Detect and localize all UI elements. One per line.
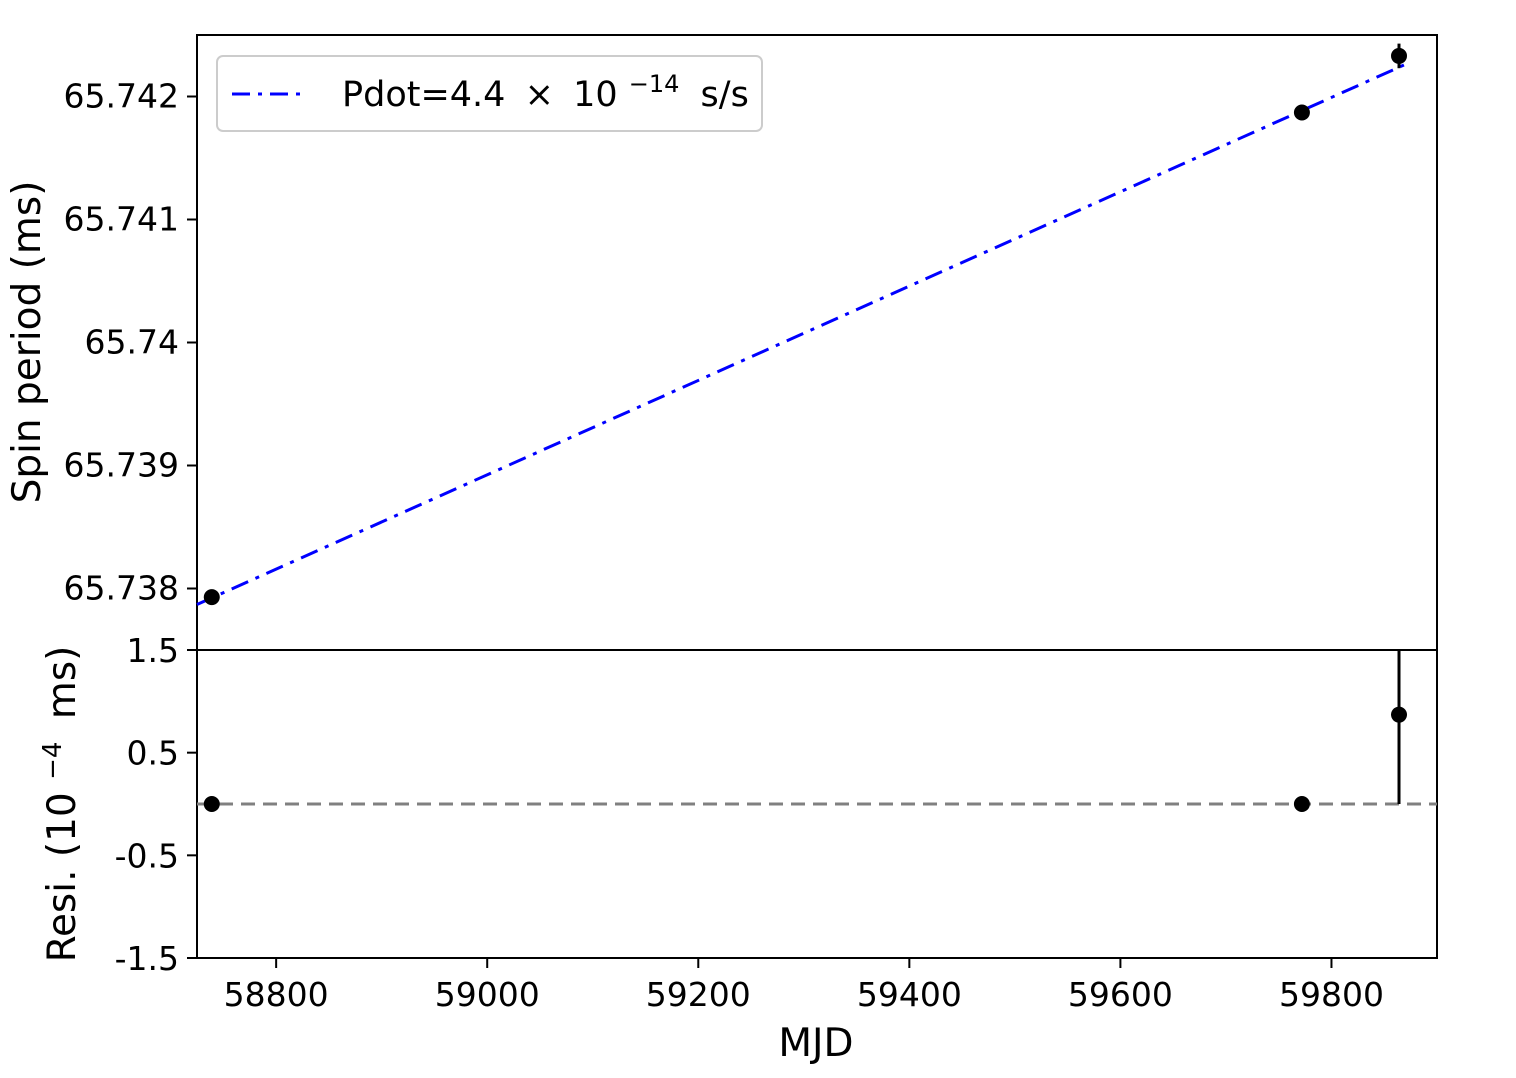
legend-label-unit: s/s	[701, 75, 749, 115]
bottom-y-axis-label: Resi. (10 −4 ms)	[26, 646, 85, 963]
top-y-tick-label: 65.742	[64, 77, 179, 116]
top-y-tick-label: 65.739	[64, 446, 179, 485]
fit-line-group	[196, 60, 1412, 606]
x-tick-label: 59600	[1068, 975, 1173, 1014]
top-data-point	[1293, 104, 1310, 121]
bottom-data-point	[1391, 706, 1408, 723]
legend-label-base: 10	[573, 75, 618, 115]
x-axis-label: MJD	[778, 1021, 853, 1066]
bottom-y-tick-label: -1.5	[115, 939, 179, 978]
legend-box	[216, 55, 763, 132]
bottom-y-tick-label: -0.5	[115, 836, 179, 875]
top-y-tick-label: 65.741	[64, 200, 179, 239]
bottom-y-tick-label: 0.5	[127, 734, 179, 773]
bottom-data-points	[203, 650, 1408, 812]
fit-line	[196, 60, 1412, 606]
top-data-points	[203, 43, 1408, 606]
legend: Pdot=4.4 × 10 −14 s/s	[216, 55, 763, 132]
x-tick-label: 59800	[1279, 975, 1384, 1014]
top-y-tick-label: 65.738	[64, 569, 179, 608]
legend-label-prefix: Pdot=4.4	[342, 75, 505, 115]
top-data-point	[203, 589, 220, 606]
top-y-tick-label: 65.74	[85, 323, 179, 362]
bottom-y-tick-label: 1.5	[127, 631, 179, 670]
bottom-x-ticks: 58800 59000 59200 59400 59600 59800	[224, 958, 1384, 1014]
resi-label-exponent: −4	[38, 742, 68, 780]
spin-period-panel: 65.742 65.741 65.74 65.739 65.738 Spin perio…	[5, 34, 1438, 651]
resi-label-suffix: ms)	[40, 646, 85, 720]
top-data-point	[1391, 47, 1408, 64]
legend-label: Pdot=4.4 × 10 −14 s/s	[342, 61, 749, 115]
residual-panel: 1.5 0.5 -0.5 -1.5 58800 59000 59200 59400 59600…	[26, 631, 1438, 1066]
x-tick-label: 59000	[435, 975, 540, 1014]
x-tick-label: 59200	[646, 975, 751, 1014]
top-y-axis-label: Spin period (ms)	[5, 181, 50, 504]
resi-label-prefix: Resi. (10	[40, 792, 85, 962]
x-tick-label: 59400	[857, 975, 962, 1014]
legend-label-exponent: −14	[629, 70, 680, 98]
bottom-data-point	[1293, 796, 1310, 812]
bottom-data-point	[203, 796, 220, 812]
legend-label-times: ×	[525, 75, 554, 115]
x-tick-label: 58800	[224, 975, 329, 1014]
bottom-y-ticks: 1.5 0.5 -0.5 -1.5	[115, 631, 197, 978]
top-y-ticks: 65.742 65.741 65.74 65.739 65.738	[64, 77, 197, 608]
